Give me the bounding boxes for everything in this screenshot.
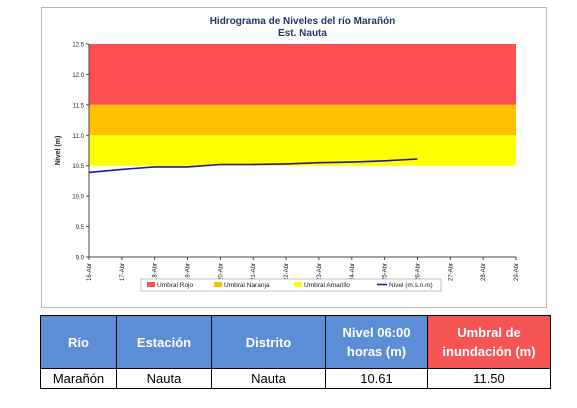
chart-svg: Hidrograma de Niveles del río MarañónEst…	[55, 16, 520, 292]
cell-distrito: Nauta	[211, 368, 326, 389]
x-tick-label: 28-Abr	[481, 263, 487, 281]
series-line-nivel	[88, 158, 418, 174]
x-tick-label: 24-Abr	[350, 263, 356, 281]
chart-title: Hidrograma de Niveles del río Marañón	[210, 16, 396, 27]
x-tick-label: 19-Abr	[186, 263, 192, 281]
legend-label: Umbral Rojo	[157, 282, 194, 289]
band-umbral-rojo	[89, 44, 516, 105]
y-tick-label: 11.0	[73, 134, 85, 140]
y-tick-label: 11.5	[73, 103, 85, 109]
hydrograph-chart: Hidrograma de Niveles del río Marañón Est…	[41, 7, 547, 308]
y-tick-label: 12.5	[72, 43, 84, 49]
cell-umbral: 11.50	[427, 368, 551, 389]
x-tick-label: 18-Abr	[153, 263, 159, 281]
header-umbral: Umbral de inundación (m)	[427, 315, 551, 369]
y-tick-label: 10.0	[72, 195, 84, 201]
cell-estacion: Nauta	[116, 368, 212, 389]
table-header-row: Río Estación Distrito Nivel 06:00 horas …	[40, 315, 551, 369]
x-tick-label: 22-Abr	[284, 263, 290, 281]
x-tick-label: 29-Abr	[514, 263, 520, 281]
y-tick-label: 9.5	[76, 225, 85, 231]
y-axis-label: Nivel (m)	[55, 136, 62, 166]
level-table: Río Estación Distrito Nivel 06:00 horas …	[40, 315, 551, 389]
table-row: Marañón Nauta Nauta 10.61 11.50	[40, 368, 551, 389]
chart-subtitle: Est. Nauta	[278, 28, 327, 39]
x-tick-label: 17-Abr	[120, 263, 126, 281]
legend-swatch	[147, 282, 155, 287]
y-tick-label: 10.5	[72, 164, 84, 170]
y-tick-label: 12.0	[72, 73, 84, 79]
legend-label: Nivel (m.s.n.m)	[389, 282, 433, 289]
y-tick-label: 9.0	[76, 256, 85, 262]
legend-swatch	[294, 282, 302, 287]
x-tick-label: 20-Abr	[218, 263, 224, 281]
x-tick-label: 27-Abr	[448, 263, 454, 281]
header-estacion: Estación	[116, 315, 212, 369]
header-distrito: Distrito	[211, 315, 326, 369]
band-umbral-naranja	[89, 104, 516, 136]
header-rio: Río	[40, 315, 117, 369]
legend-label: Umbral Amarillo	[304, 282, 350, 289]
legend-label: Umbral Naranja	[224, 282, 270, 289]
cell-nivel: 10.61	[325, 368, 428, 389]
header-nivel: Nivel 06:00 horas (m)	[325, 315, 428, 369]
x-tick-label: 26-Abr	[415, 263, 421, 281]
cell-rio: Marañón	[40, 368, 117, 389]
x-tick-label: 16-Abr	[87, 263, 93, 281]
x-tick-label: 23-Abr	[317, 263, 323, 281]
x-tick-label: 25-Abr	[383, 263, 389, 281]
legend-swatch	[214, 282, 222, 287]
x-tick-label: 21-Abr	[251, 263, 257, 281]
band-umbral-amarillo	[89, 135, 516, 166]
